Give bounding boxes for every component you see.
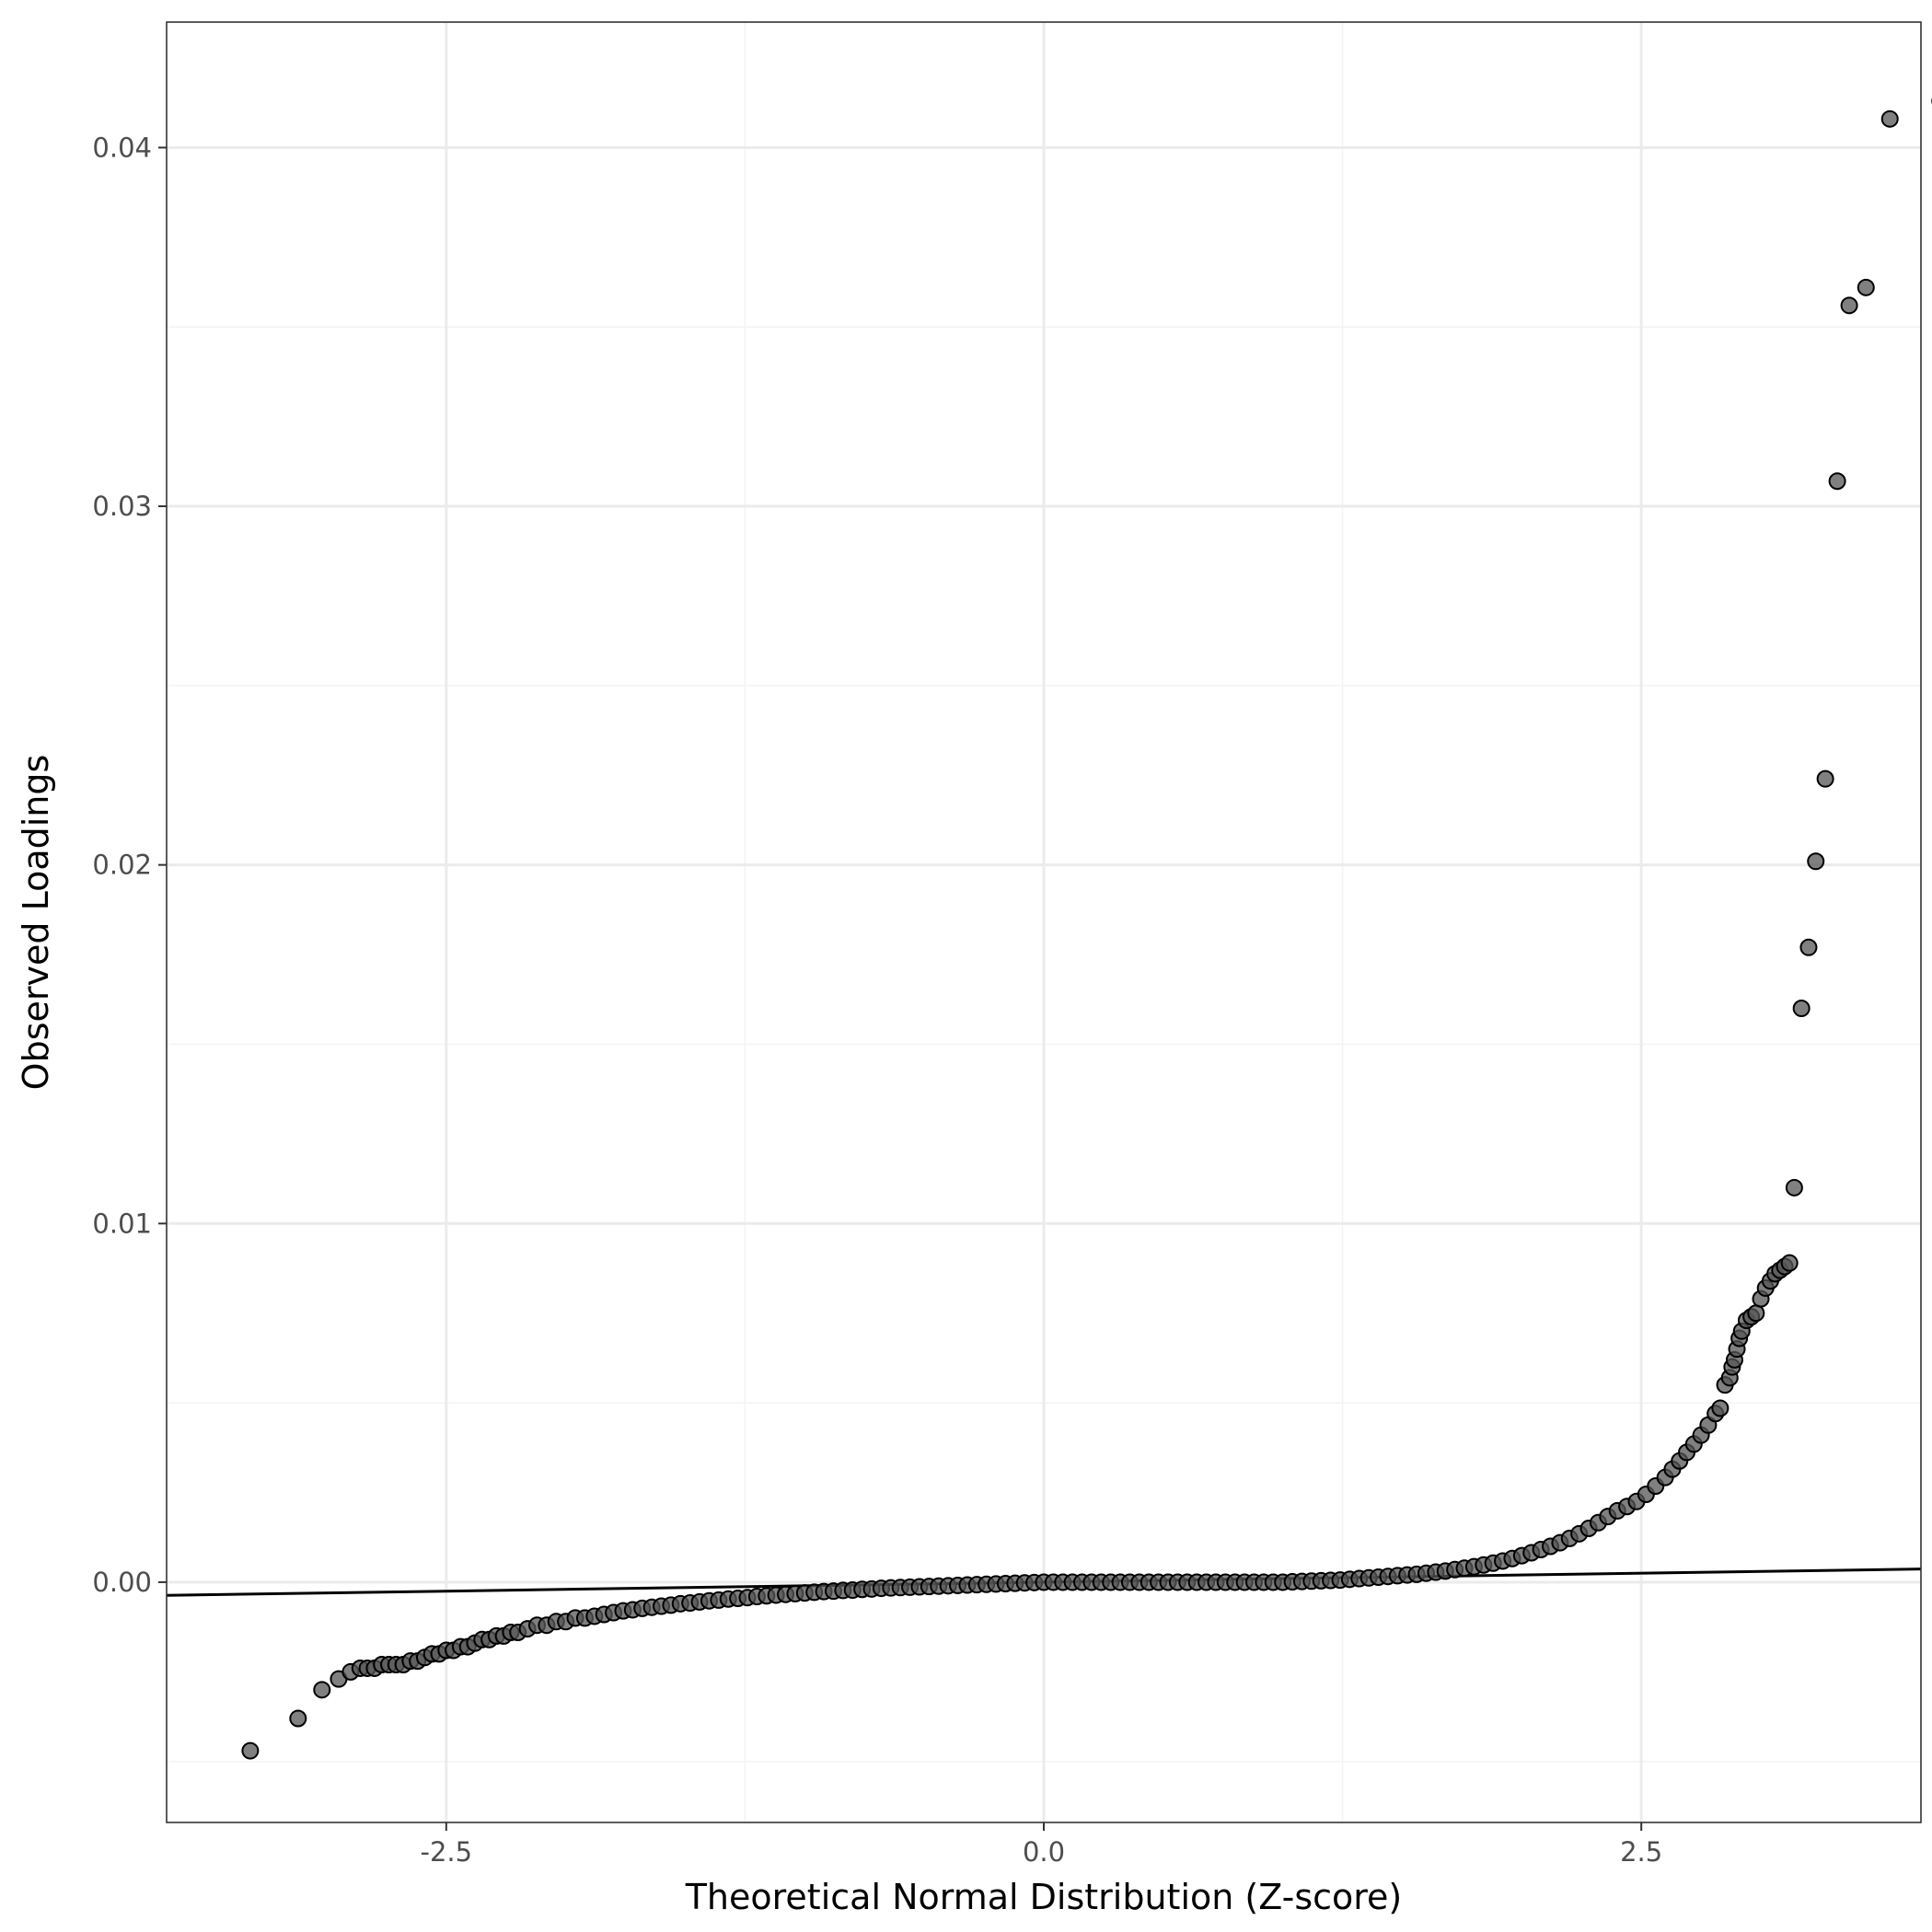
data-points xyxy=(241,98,1932,1760)
data-point xyxy=(1792,1000,1811,1018)
data-point xyxy=(1807,852,1825,871)
x-tick-label: 0.0 xyxy=(1023,1836,1065,1868)
y-tick-label: 0.04 xyxy=(92,132,152,163)
data-point xyxy=(1857,278,1875,296)
data-point xyxy=(1747,1304,1765,1323)
y-tick-label: 0.02 xyxy=(92,850,152,881)
data-point xyxy=(289,1709,307,1728)
x-tick-label: -2.5 xyxy=(421,1836,473,1868)
y-tick-label: 0.03 xyxy=(92,491,152,522)
data-point xyxy=(1711,1399,1730,1417)
x-tick-label: 2.5 xyxy=(1620,1836,1662,1868)
y-tick-label: 0.00 xyxy=(92,1567,152,1598)
y-axis-ticks: 0.00 0.01 0.02 0.03 0.04 xyxy=(92,132,167,1598)
data-point xyxy=(1880,110,1899,128)
data-point xyxy=(313,1681,331,1699)
y-axis-title: Observed Loadings xyxy=(16,755,56,1091)
data-point xyxy=(1816,769,1834,788)
data-point xyxy=(241,1741,260,1760)
x-axis-title: Theoretical Normal Distribution (Z-score… xyxy=(685,1877,1403,1917)
data-point xyxy=(1799,938,1818,956)
data-point xyxy=(1828,472,1846,491)
major-grid xyxy=(167,22,1921,1822)
x-axis-ticks: -2.5 0.0 2.5 xyxy=(421,1822,1662,1868)
data-point xyxy=(1780,1254,1799,1272)
data-point xyxy=(1840,296,1858,315)
y-tick-label: 0.01 xyxy=(92,1208,152,1239)
data-point xyxy=(1785,1178,1803,1197)
